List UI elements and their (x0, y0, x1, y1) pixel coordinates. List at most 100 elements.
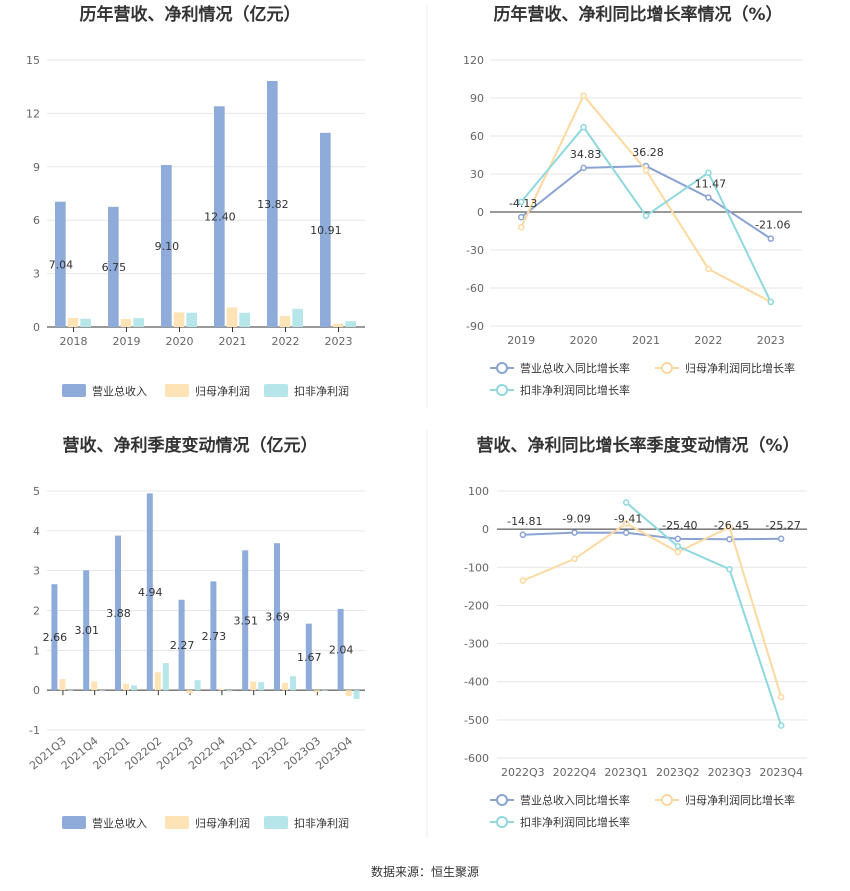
data-label: 34.83 (570, 148, 602, 161)
bar-0 (51, 584, 58, 691)
y-tick-label: 3 (33, 565, 40, 578)
y-tick-label: -100 (464, 561, 489, 574)
data-label: -9.41 (614, 513, 642, 526)
y-tick-label: 12 (26, 107, 40, 120)
series-point-0 (705, 194, 712, 201)
y-tick-label: 15 (26, 54, 40, 67)
x-tick-label: 2021 (632, 334, 660, 347)
series-point-2 (580, 123, 587, 131)
series-point-2 (767, 298, 775, 306)
legend-label-0: 营业总收入 (92, 816, 147, 830)
quarterly-growth-rate-chart: 营收、净利同比增长率季度变动情况（%） -600 -500 -400 -300 -200 -… (464, 435, 807, 829)
x-tick-label: 2019 (507, 334, 535, 347)
x-tick-label: 2022 (272, 335, 300, 348)
legend-label-2: 扣非净利润 (294, 384, 349, 398)
bar-1 (173, 312, 185, 327)
series-point-0 (767, 235, 775, 242)
series-point-0 (517, 213, 525, 221)
legend-label-1: 归母净利润同比增长率 (685, 361, 795, 375)
bar-0 (115, 535, 122, 691)
data-label: -25.27 (765, 519, 800, 532)
x-tick-label: 2023Q1 (604, 766, 648, 779)
data-label: -14.81 (507, 515, 542, 528)
y-tick-label: 9 (33, 161, 40, 174)
series-point-0 (580, 164, 587, 172)
bar-2 (162, 663, 169, 691)
x-tick-label: 2023 (325, 335, 353, 348)
series-point-2 (517, 198, 525, 206)
series-line-0 (522, 531, 782, 541)
series-point-2 (777, 722, 785, 729)
bar-0 (210, 581, 217, 691)
bar-1 (279, 315, 291, 327)
bar-1 (345, 690, 352, 697)
y-tick-label: 4 (33, 525, 40, 538)
series-point-0 (726, 535, 733, 543)
x-tick-label: 2023Q2 (656, 766, 700, 779)
bar-2 (292, 308, 303, 327)
y-tick-label: 2 (33, 605, 40, 618)
x-tick-label: 2022Q3 (501, 766, 545, 779)
y-tick-label: 0 (33, 684, 40, 697)
data-label: 2.27 (170, 639, 195, 652)
bar-1 (332, 323, 344, 327)
bar-0 (214, 106, 225, 327)
data-label: 4.94 (138, 586, 163, 599)
legend-label-2: 扣非净利润同比增长率 (520, 815, 630, 829)
bar-2 (226, 690, 233, 692)
data-label: 9.10 (155, 240, 180, 253)
y-tick-label: -500 (464, 714, 489, 727)
bar-0 (55, 201, 66, 327)
y-tick-label: 5 (33, 485, 40, 498)
legend-swatch-2 (264, 816, 288, 829)
y-tick-label: -400 (464, 676, 489, 689)
x-tick-label: 2022Q4 (553, 766, 597, 779)
y-tick-label: 3 (33, 268, 40, 281)
bar-2 (133, 318, 144, 327)
x-tick-label: 2019 (113, 335, 141, 348)
y-tick-label: 120 (463, 54, 484, 67)
bar-2 (194, 680, 201, 691)
chart-title: 历年营收、净利情况（亿元） (80, 4, 301, 25)
bar-2 (80, 318, 91, 327)
data-label: -21.06 (755, 219, 790, 232)
bar-2 (99, 690, 106, 691)
y-tick-label: 1 (33, 644, 40, 657)
series-point-1 (571, 555, 578, 563)
bar-0 (146, 493, 153, 691)
bar-2 (130, 685, 137, 691)
chart-title: 历年营收、净利同比增长率情况（%） (493, 4, 782, 25)
y-tick-label: -1 (29, 724, 40, 737)
chart-title: 营收、净利同比增长率季度变动情况（%） (476, 435, 799, 456)
legend-swatch-2 (264, 384, 288, 397)
bar-1 (218, 688, 225, 691)
x-tick-label: 2023Q3 (708, 766, 752, 779)
bar-1 (186, 690, 193, 694)
legend-label-1: 归母净利润 (195, 816, 250, 830)
legend-label-2: 扣非净利润同比增长率 (520, 383, 630, 397)
bar-0 (274, 543, 281, 691)
legend-label-0: 营业总收入同比增长率 (520, 793, 630, 807)
series-line-2 (625, 501, 783, 726)
series-point-1 (580, 92, 587, 99)
bar-0 (267, 81, 278, 327)
data-label: 3.69 (265, 611, 290, 624)
y-tick-label: 0 (33, 321, 40, 334)
x-tick-label: 2020 (570, 334, 598, 347)
bar-0 (108, 206, 119, 327)
data-label: -9.09 (562, 513, 590, 526)
x-tick-label: 2018 (60, 335, 88, 348)
y-tick-label: -60 (466, 282, 484, 295)
data-label: 6.75 (102, 261, 127, 274)
legend-marker-1 (661, 362, 673, 374)
bar-0 (242, 550, 249, 691)
legend-label-0: 营业总收入 (92, 384, 147, 398)
data-label: 36.28 (632, 146, 664, 159)
series-point-2 (705, 169, 712, 176)
y-tick-label: 100 (468, 485, 489, 498)
data-label: 1.67 (297, 651, 322, 664)
bar-1 (123, 683, 129, 691)
legend-swatch-1 (165, 816, 189, 829)
legend-swatch-0 (62, 384, 86, 397)
y-tick-label: 6 (33, 214, 40, 227)
